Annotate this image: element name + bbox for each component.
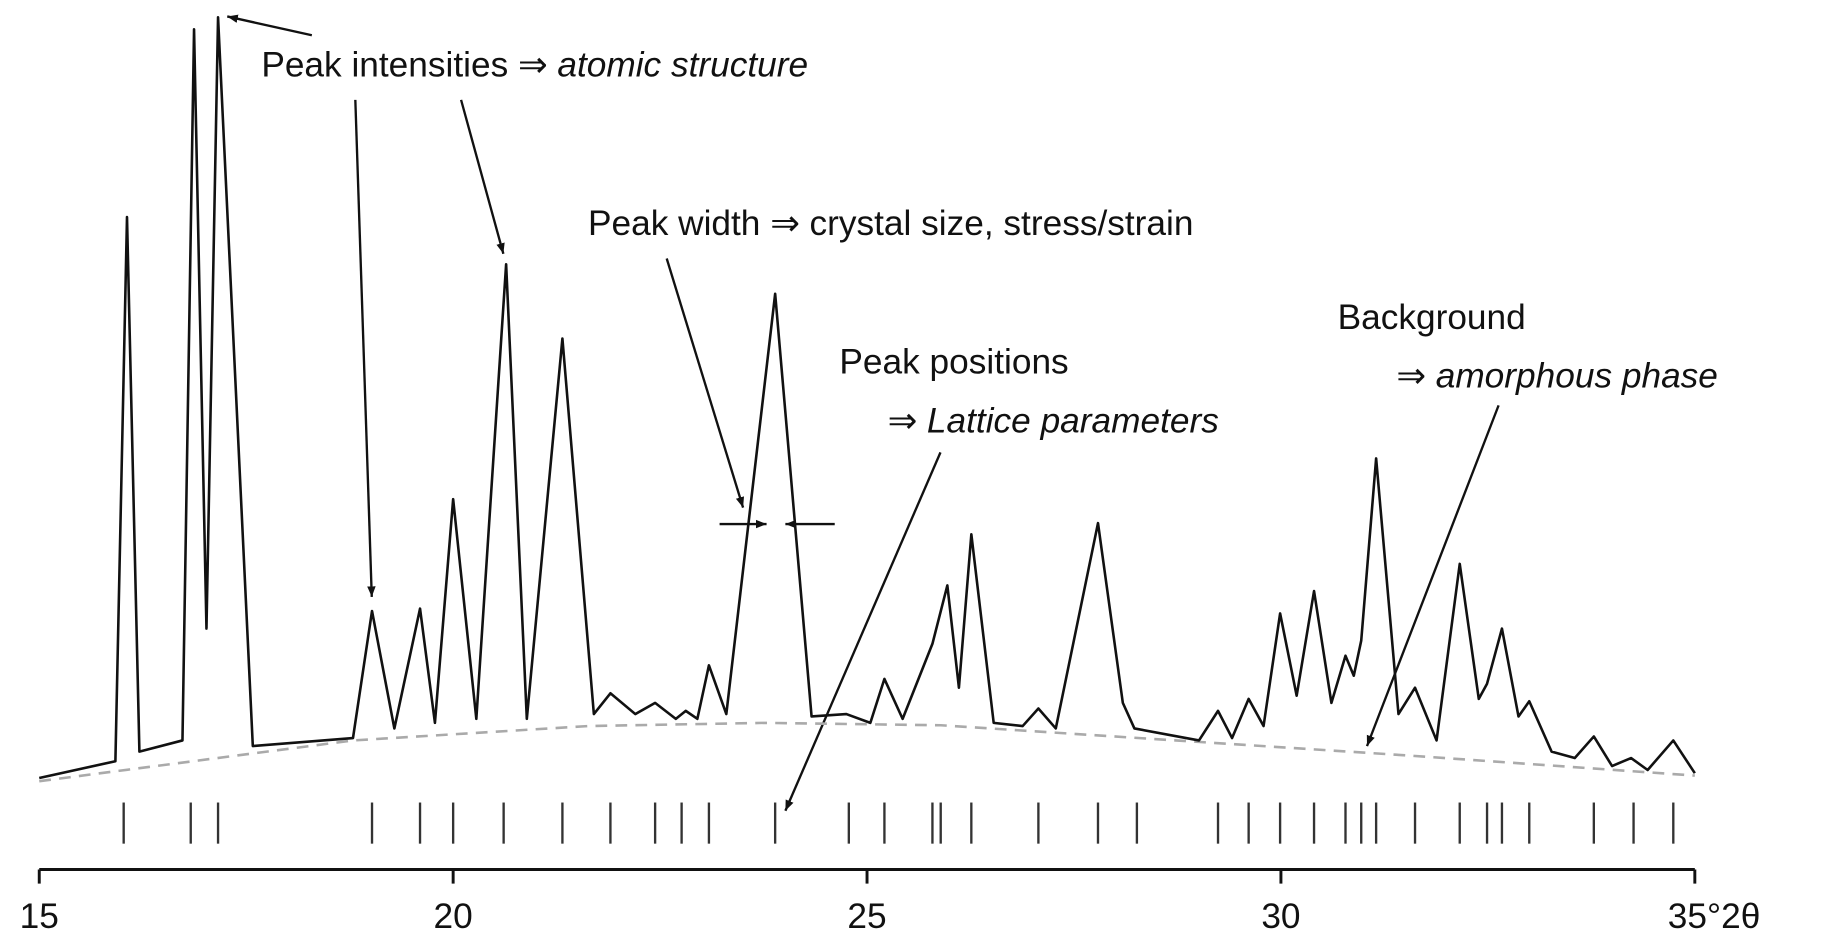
annotation-text: Peak width ⇒ crystal size, stress/strain <box>588 204 1193 243</box>
arrow <box>1365 404 1500 747</box>
arrow <box>226 14 313 37</box>
annotation-text: Peak positions <box>839 343 1068 382</box>
annotation: Peak positions <box>839 343 1068 382</box>
annotation: ⇒ Lattice parameters <box>888 401 1219 440</box>
x-tick-label: 35°2θ <box>1668 897 1761 936</box>
x-tick-label: 20 <box>434 897 473 936</box>
diffraction-profile <box>38 16 1696 780</box>
x-tick-label: 30 <box>1261 897 1300 936</box>
annotation-text: ⇒ <box>1396 357 1426 396</box>
annotation: Peak intensities ⇒ atomic structure <box>261 45 808 84</box>
arrow <box>354 99 376 597</box>
annotation-emphasis: atomic structure <box>557 45 808 84</box>
annotation: Background <box>1338 298 1526 337</box>
background-curve <box>39 721 1695 783</box>
x-tick-label: 25 <box>847 897 886 936</box>
annotation-text: Background <box>1338 298 1526 337</box>
annotation: ⇒ amorphous phase <box>1396 357 1718 396</box>
arrow <box>459 99 505 255</box>
annotations: Peak intensities ⇒ atomic structure Peak… <box>261 45 1718 440</box>
arrows <box>226 14 1500 812</box>
annotation-emphasis: Lattice parameters <box>927 401 1219 440</box>
annotation-text: Peak intensities ⇒ <box>261 45 547 84</box>
arrow <box>665 258 745 508</box>
arrow <box>784 451 942 812</box>
annotation-emphasis: amorphous phase <box>1436 357 1718 396</box>
annotation-text: ⇒ <box>888 401 918 440</box>
x-tick-label: 15 <box>20 897 59 936</box>
annotation: Peak width ⇒ crystal size, stress/strain <box>588 204 1193 243</box>
